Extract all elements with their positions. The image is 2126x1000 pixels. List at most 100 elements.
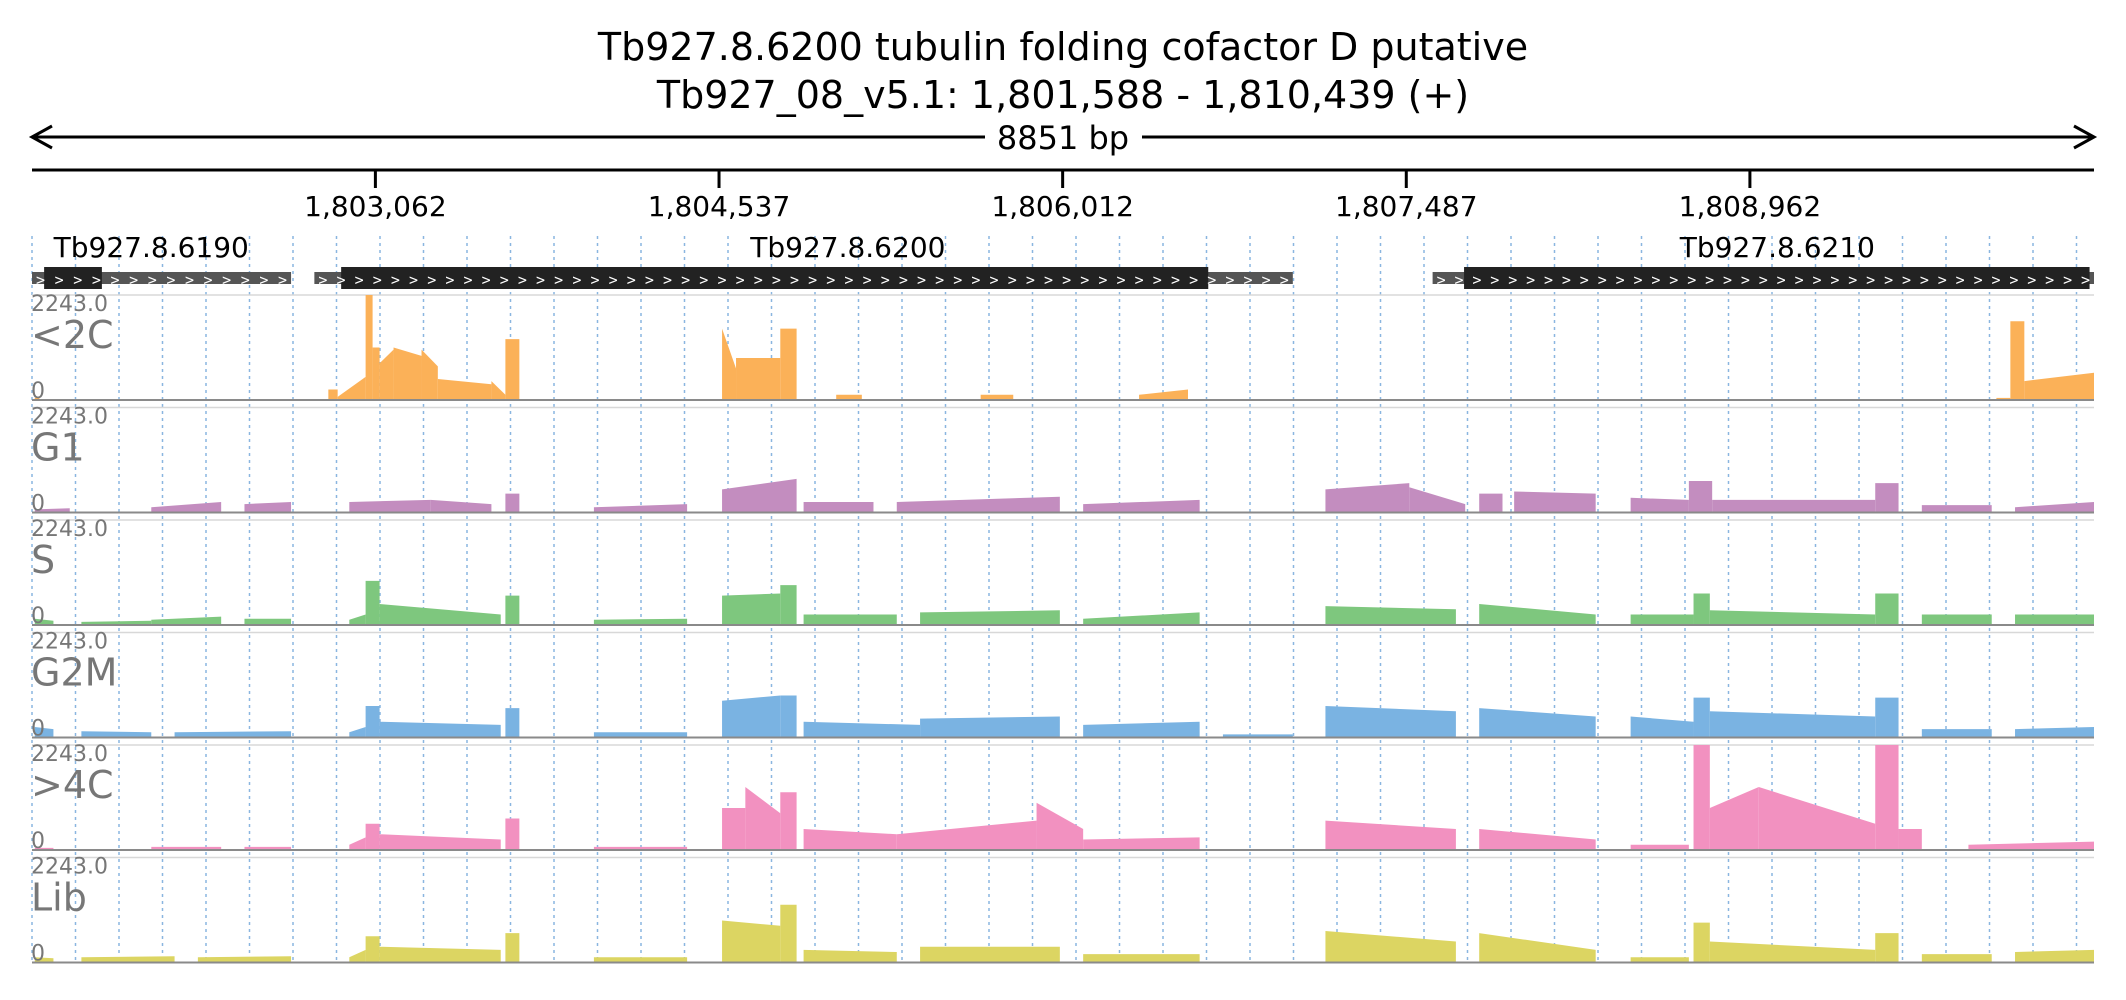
coverage-area [1325,483,1410,513]
track-name: S [31,538,55,582]
coverage-area [1875,697,1899,738]
coverage-area [722,478,797,513]
gene-cds [341,267,1209,289]
y-max-label: 2243.0 [31,292,108,317]
coverage-area [349,499,431,513]
coverage-area [365,936,380,963]
coverage-area [151,616,222,625]
coverage-area [1630,957,1689,963]
y-max-label: 2243.0 [31,742,108,767]
coverage-area [421,349,438,400]
coverage-area [1693,697,1710,738]
coverage-area [328,389,338,400]
track-name: G1 [31,426,85,470]
coverage-area [1921,614,1992,625]
gene-label: Tb927.8.6190 [53,231,249,264]
coverage-area [1693,922,1710,963]
coverage-area [1630,614,1694,625]
coverage-area [1875,483,1899,513]
track-name: Lib [31,876,87,920]
coverage-area [365,706,380,738]
coverage-area [244,618,292,625]
coverage-area [1630,716,1694,738]
coverage-area [1139,389,1188,400]
chart-title: Tb927.8.6200 tubulin folding cofactor D … [597,25,1529,69]
coverage-area [1409,487,1466,513]
coverage-area [896,496,1060,513]
span-arrow-left [28,124,53,150]
coverage-area [745,787,781,850]
coverage-area [430,499,492,513]
track-name: >4C [31,763,114,807]
coverage-area [505,493,520,513]
span-length-label: 8851 bp [997,119,1129,157]
coverage-area [505,933,520,963]
coverage-area [491,381,506,400]
coverage-area [920,716,1060,738]
coverage-area [379,834,501,850]
coverage-area [1688,481,1713,513]
coverage-area [593,957,688,963]
coverage-track: 2243.0>4C 0 [31,742,2094,854]
coverage-area [1875,933,1899,963]
coverage-area [1325,931,1456,963]
track-name: G2M [31,651,117,695]
coverage-area [803,949,897,963]
coverage-area [1479,493,1503,513]
coverage-area [34,957,54,963]
coverage-area [780,328,797,400]
coverage-area [372,347,380,400]
coverage-area [1479,829,1596,850]
coverage-area [780,904,797,963]
coverage-area [722,920,781,963]
coverage-area [803,721,921,738]
gene-cds [44,267,102,289]
coverage-area [379,349,394,400]
coverage-area [1693,593,1710,625]
coverage-area [1758,787,1876,850]
coverage-area [2015,949,2094,963]
coverage-area [1898,829,1922,850]
coverage-area [593,618,688,625]
gene-label: Tb927.8.6200 [749,231,945,264]
coverage-area [1709,787,1759,850]
coverage-area [365,295,373,400]
coverage-area [722,593,781,625]
y-min-label: 0 [31,829,45,854]
coverage-area [803,502,874,513]
coverage-area [151,502,222,513]
tick-label: 1,806,012 [991,190,1134,223]
gene-cds [1464,267,2090,289]
coverage-area [1875,745,1899,850]
gene-label: Tb927.8.6210 [1679,231,1875,264]
coverage-area [2024,372,2094,400]
y-min-label: 0 [31,942,45,967]
coverage-area [722,328,737,400]
coverage-area [780,585,797,625]
coverage-area [1875,593,1899,625]
y-max-label: 2243.0 [31,517,108,542]
coverage-track: 2243.0<2C 0 [31,292,2094,404]
y-max-label: 2243.0 [31,855,108,880]
coverage-area [365,580,380,625]
tick-label: 1,808,962 [1679,190,1822,223]
coverage-area [722,808,746,850]
coverage-area [1709,711,1876,738]
y-max-label: 2243.0 [31,405,108,430]
coverage-area [1083,721,1200,738]
coverage-area [393,347,422,400]
coverage-tracks: 2243.0<2C02243.0G102243.0S02243.0G2M0224… [31,292,2094,967]
coverage-area [379,604,501,625]
coverage-area [34,618,54,625]
coverage-area [505,708,520,738]
coverage-area [920,610,1060,625]
coverage-area [593,732,688,738]
span-arrow-right [2073,124,2098,150]
coverage-area [34,727,54,738]
coverage-area [505,818,520,850]
y-max-label: 2243.0 [31,630,108,655]
chart-subtitle: Tb927_08_v5.1: 1,801,588 - 1,810,439 (+) [656,73,1470,117]
coverage-area [1479,708,1596,738]
